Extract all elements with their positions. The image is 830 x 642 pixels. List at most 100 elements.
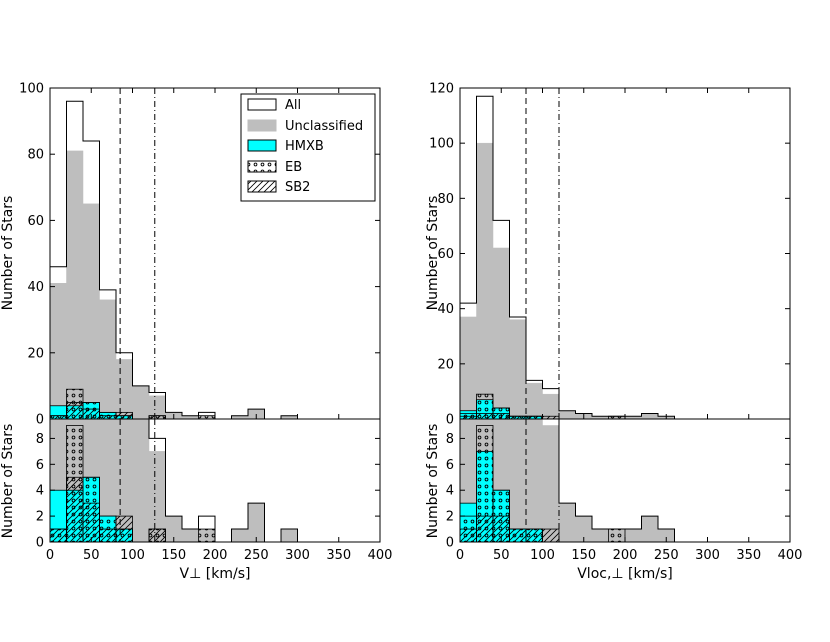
p0-bot-ytick-label-0: 0 [36, 536, 44, 551]
legend-label-unclassified: Unclassified [285, 119, 363, 134]
p0-top-unclassified-bar-1 [66, 150, 84, 420]
p1-top-ytick-label-60: 60 [437, 247, 454, 262]
p1-top-ytick-label-80: 80 [437, 192, 454, 207]
p0-bot-sb2-bar-2 [82, 502, 100, 543]
p0-top-unclassified-bar-4 [115, 359, 133, 420]
p1-bot-ytick-label-0: 0 [446, 536, 454, 551]
p0-bot-unclassified-bar-5 [132, 418, 150, 543]
p0-top-unclassified-bar-0 [49, 283, 67, 420]
legend-swatch-sb2 [247, 180, 277, 193]
p1-top-ytick-label-0: 0 [446, 413, 454, 428]
p1-xtick-label-300: 300 [695, 548, 720, 563]
p0-bot-sb2-bar-4 [115, 515, 133, 543]
left-x-axis-label: V⊥ [km/s] [180, 566, 251, 582]
p0-bot-unclassified-bar-11 [231, 528, 249, 543]
p0-xtick-label-300: 300 [285, 548, 310, 563]
p1-bot-sb2-bar-1 [476, 515, 494, 543]
p0-xtick-label-200: 200 [203, 548, 228, 563]
p1-top-ytick-label-120: 120 [429, 82, 454, 97]
p1-top-unclassified-bar-6 [558, 410, 576, 420]
right-top-y-axis-label: Number of Stars [425, 196, 441, 311]
p1-bot-sb2-bar-3 [509, 528, 527, 543]
p1-bot-unclassified-bar-5 [542, 425, 560, 543]
p1-xtick-label-150: 150 [571, 548, 596, 563]
right-bottom-y-axis-label: Number of Stars [425, 424, 441, 539]
right-histogram-panel: 0 50 100 150 200 250 300 350 400 0 20 40 60 80 100 120 0… [425, 82, 802, 583]
p1-top-unclassified-bar-2 [492, 247, 510, 420]
legend-label-sb2: SB2 [285, 180, 310, 195]
p1-bot-sb2-bar-0 [459, 528, 477, 543]
p1-top-ytick-label-40: 40 [437, 302, 454, 317]
p1-bot-ytick-label-8: 8 [446, 432, 454, 447]
p1-top-unclassified-bar-3 [509, 319, 527, 420]
p1-bot-unclassified-bar-6 [558, 502, 576, 543]
p1-xtick-label-350: 350 [736, 548, 761, 563]
p1-xtick-label-100: 100 [530, 548, 555, 563]
p0-xtick-label-0: 0 [46, 548, 54, 563]
left-histogram-panel: 0 50 100 150 200 250 300 350 400 0 20 40 60 80 100 0 2 4 6… [0, 82, 392, 583]
p1-top-unclassified-bar-4 [525, 382, 543, 420]
p0-bot-unclassified-bar-6 [148, 451, 166, 543]
p0-top-ytick-label-0: 0 [36, 413, 44, 428]
p1-bot-unclassified-bar-10 [624, 528, 642, 543]
p0-xtick-label-100: 100 [120, 548, 145, 563]
p0-xtick-label-250: 250 [244, 548, 269, 563]
left-bottom-y-axis-label: Number of Stars [0, 424, 16, 539]
p0-bot-ytick-label-6: 6 [36, 458, 44, 473]
p0-top-ytick-label-80: 80 [27, 148, 44, 163]
p1-xtick-label-250: 250 [654, 548, 679, 563]
p1-bot-ytick-label-2: 2 [446, 510, 454, 525]
p0-top-ytick-label-20: 20 [27, 346, 44, 361]
p0-bot-sb2-bar-1 [66, 476, 84, 543]
p1-bot-eb-bar-9 [608, 528, 626, 543]
p0-bot-ytick-label-4: 4 [36, 484, 44, 499]
p1-top-sb2-bar-1 [476, 413, 494, 420]
legend-swatch-hmxb [247, 139, 277, 152]
p0-top-unclassified-bar-5 [132, 385, 150, 420]
p0-xtick-label-400: 400 [368, 548, 393, 563]
p0-bot-ytick-label-8: 8 [36, 432, 44, 447]
p1-top-unclassified-bar-5 [542, 393, 560, 420]
p1-bot-sb2-bar-5 [542, 528, 560, 543]
p0-bot-sb2-bar-3 [99, 528, 117, 543]
p0-bot-unclassified-bar-8 [181, 528, 199, 543]
legend: All Unclassified HMXB EB SB2 [240, 93, 376, 202]
p1-top-ytick-label-100: 100 [429, 137, 454, 152]
p1-bot-unclassified-bar-4 [525, 418, 543, 543]
p0-xtick-label-50: 50 [83, 548, 100, 563]
p0-bot-ytick-label-2: 2 [36, 510, 44, 525]
p0-bot-unclassified-bar-12 [247, 502, 265, 543]
p0-top-ytick-label-100: 100 [19, 82, 44, 97]
p0-xtick-label-150: 150 [161, 548, 186, 563]
p0-top-all-outline [49, 100, 364, 420]
p1-bot-unclassified-bar-3 [509, 418, 527, 543]
p0-bot-unclassified-bar-14 [280, 528, 298, 543]
p1-xtick-label-400: 400 [778, 548, 803, 563]
legend-label-hmxb: HMXB [285, 139, 324, 154]
p0-top-sb2-bar-1 [66, 402, 84, 420]
legend-swatch-eb [247, 160, 277, 173]
left-top-y-axis-label: Number of Stars [0, 196, 16, 311]
p1-xtick-label-50: 50 [493, 548, 510, 563]
p1-bot-ytick-label-6: 6 [446, 458, 454, 473]
p0-bot-sb2-bar-0 [49, 528, 67, 543]
p0-top-ytick-label-60: 60 [27, 214, 44, 229]
p1-xtick-label-200: 200 [613, 548, 638, 563]
p0-top-ytick-label-40: 40 [27, 280, 44, 295]
p1-top-unclassified-bar-1 [476, 142, 494, 420]
p0-xtick-label-350: 350 [326, 548, 351, 563]
p0-top-sb2-bar-4 [115, 411, 133, 420]
p0-top-unclassified-bar-2 [82, 203, 100, 420]
p1-top-ytick-label-20: 20 [437, 357, 454, 372]
p1-xtick-label-0: 0 [456, 548, 464, 563]
p0-bot-eb-bar-9 [198, 528, 216, 543]
p1-bot-unclassified-bar-8 [591, 528, 609, 543]
p0-top-unclassified-bar-3 [99, 299, 117, 420]
p1-bot-ytick-label-4: 4 [446, 484, 454, 499]
legend-label-eb: EB [285, 160, 302, 175]
p1-top-unclassified-bar-11 [641, 413, 659, 420]
p1-bot-unclassified-bar-11 [641, 515, 659, 543]
legend-swatch-all [247, 98, 277, 111]
p0-bot-sb2-bar-6 [148, 528, 166, 543]
